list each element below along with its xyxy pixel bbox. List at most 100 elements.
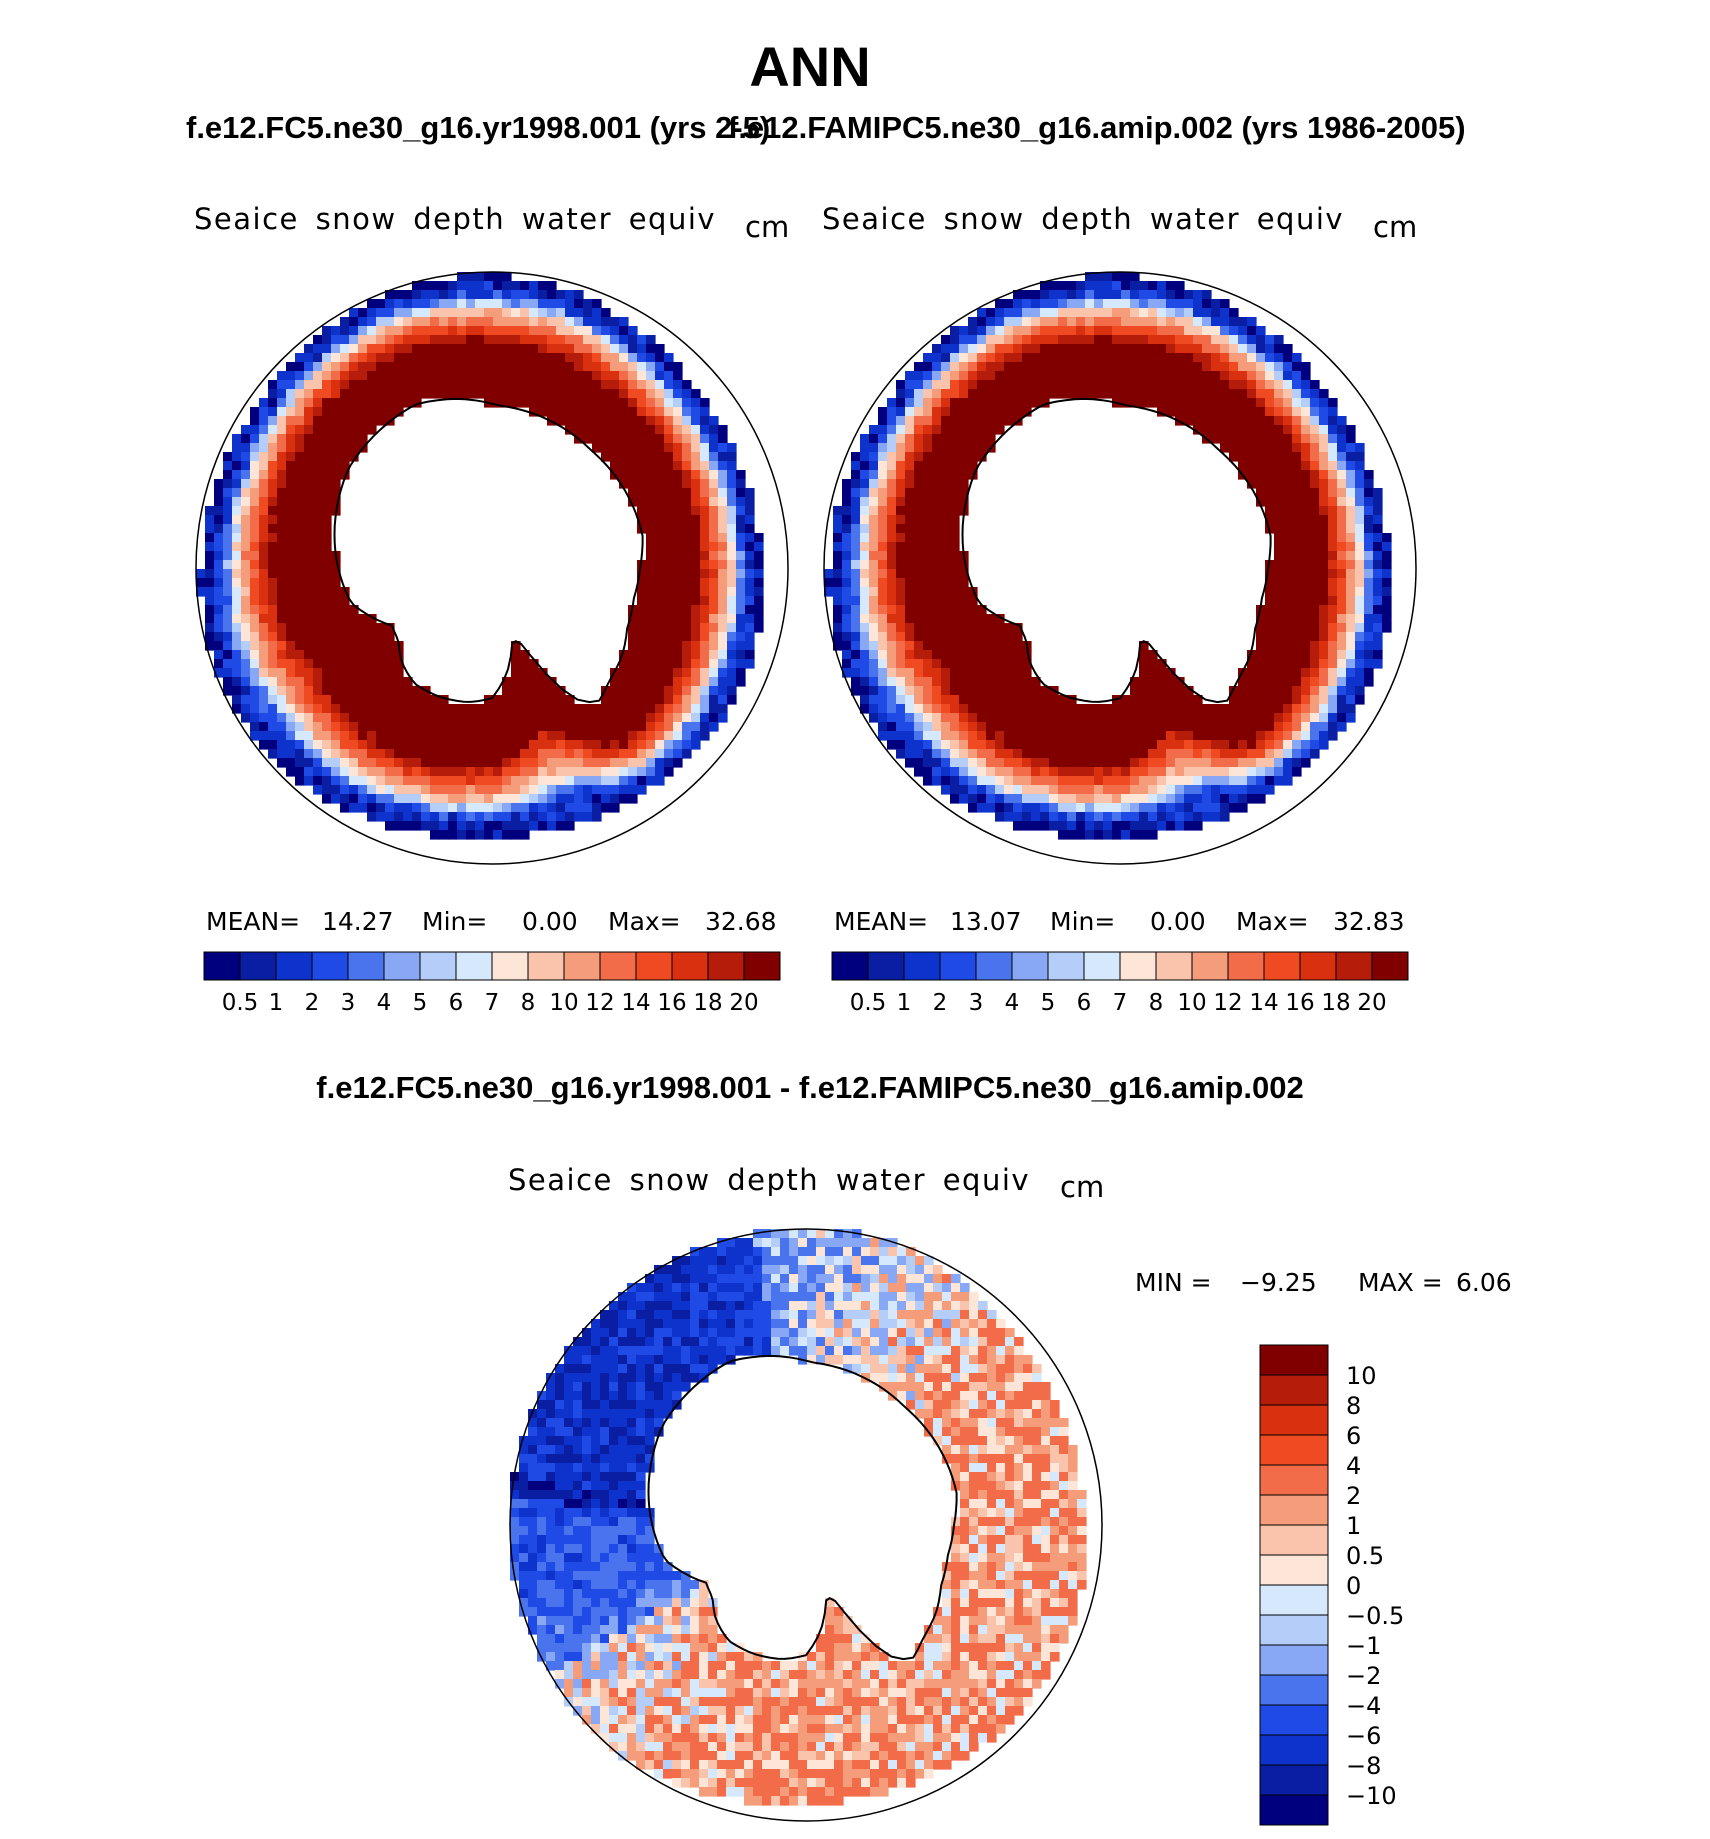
diff-colorbar-swatch <box>1259 1344 1329 1376</box>
right-colorbar-tick-label: 6 <box>1077 990 1092 1016</box>
right-colorbar-tick-label: 1 <box>897 990 912 1016</box>
left-colorbar-swatch <box>743 951 781 981</box>
diff-colorbar-tick-label: −0.5 <box>1346 1602 1404 1630</box>
diff-colorbar-tick-label: 2 <box>1346 1482 1361 1510</box>
left-colorbar-swatch <box>383 951 421 981</box>
diff-colorbar-swatch <box>1259 1674 1329 1706</box>
left-mean-label: MEAN= <box>206 907 301 936</box>
right-variable-title: Seaice snow depth water equiv <box>822 202 1345 236</box>
diff-colorbar-swatch <box>1259 1554 1329 1586</box>
left-max-value: 32.68 <box>705 907 777 936</box>
left-colorbar-swatch <box>599 951 637 981</box>
case-right-title: f.e12.FAMIPC5.ne30_g16.amip.002 (yrs 198… <box>728 110 1466 145</box>
right-colorbar-swatch <box>939 951 977 981</box>
diff-colorbar-tick-label: −10 <box>1346 1782 1397 1810</box>
diff-map <box>510 1229 1087 1806</box>
left-colorbar-tick-label: 16 <box>657 990 686 1016</box>
right-colorbar-tick-label: 10 <box>1177 990 1206 1016</box>
diff-min-value: −9.25 <box>1240 1268 1317 1297</box>
right-colorbar-swatch <box>903 951 941 981</box>
left-colorbar-tick-label: 7 <box>485 990 500 1016</box>
right-colorbar-swatch <box>867 951 905 981</box>
left-colorbar-swatch <box>455 951 493 981</box>
right-colorbar-swatch <box>975 951 1013 981</box>
right-min-label: Min= <box>1050 907 1116 936</box>
left-colorbar-tick-label: 2 <box>305 990 320 1016</box>
right-colorbar-tick-label: 20 <box>1357 990 1386 1016</box>
left-colorbar-swatch <box>275 951 313 981</box>
diff-colorbar-tick-label: −4 <box>1346 1692 1381 1720</box>
left-colorbar-swatch <box>527 951 565 981</box>
right-colorbar-tick-label: 2 <box>933 990 948 1016</box>
left-colorbar-swatch <box>563 951 601 981</box>
right-max-value: 32.83 <box>1333 907 1405 936</box>
right-coastline <box>961 397 1272 704</box>
diff-colorbar-swatch <box>1259 1464 1329 1496</box>
left-colorbar-tick-label: 10 <box>549 990 578 1016</box>
left-colorbar-tick-label: 1 <box>269 990 284 1016</box>
left-map-border <box>195 271 789 865</box>
diff-colorbar-swatch <box>1259 1704 1329 1736</box>
left-colorbar-tick-label: 6 <box>449 990 464 1016</box>
right-colorbar-swatch <box>1083 951 1121 981</box>
left-colorbar-tick-label: 5 <box>413 990 428 1016</box>
diff-colorbar-swatch <box>1259 1404 1329 1436</box>
left-colorbar-swatch <box>707 951 745 981</box>
left-colorbar-tick-label: 14 <box>621 990 650 1016</box>
diff-coastline <box>647 1354 958 1661</box>
diff-variable-title: Seaice snow depth water equiv <box>508 1163 1031 1197</box>
left-colorbar-swatch <box>311 951 349 981</box>
left-coastline <box>333 397 644 704</box>
left-colorbar-swatch <box>239 951 277 981</box>
diff-colorbar-tick-label: −1 <box>1346 1632 1381 1660</box>
diff-colorbar-swatch <box>1259 1614 1329 1646</box>
diff-colorbar-swatch <box>1259 1794 1329 1826</box>
diff-max-value: 6.06 <box>1456 1268 1512 1297</box>
right-map <box>824 272 1392 840</box>
diff-colorbar-swatch <box>1259 1734 1329 1766</box>
left-map <box>196 272 764 840</box>
right-colorbar-swatch <box>1263 951 1301 981</box>
left-mean-value: 14.27 <box>322 907 394 936</box>
diff-colorbar-tick-label: −6 <box>1346 1722 1381 1750</box>
left-max-label: Max= <box>608 907 681 936</box>
left-units: cm <box>745 210 790 244</box>
right-colorbar-swatch <box>1011 951 1049 981</box>
diff-colorbar-tick-label: −8 <box>1346 1752 1381 1780</box>
left-colorbar-swatch <box>203 951 241 981</box>
right-colorbar-tick-label: 12 <box>1213 990 1242 1016</box>
diff-map-border <box>509 1228 1103 1822</box>
left-colorbar-tick-label: 8 <box>521 990 536 1016</box>
diff-max-label: MAX = <box>1358 1268 1443 1297</box>
left-colorbar-tick-label: 4 <box>377 990 392 1016</box>
left-colorbar-tick-label: 0.5 <box>222 990 259 1016</box>
diff-colorbar-swatch <box>1259 1584 1329 1616</box>
right-colorbar-swatch <box>1047 951 1085 981</box>
left-colorbar-tick-label: 18 <box>693 990 722 1016</box>
case-left-title: f.e12.FC5.ne30_g16.yr1998.001 (yrs 2-5) <box>186 110 771 145</box>
diff-colorbar-tick-label: 6 <box>1346 1422 1361 1450</box>
diff-colorbar-tick-label: 0 <box>1346 1572 1361 1600</box>
right-colorbar-swatch <box>1335 951 1373 981</box>
diff-title: f.e12.FC5.ne30_g16.yr1998.001 - f.e12.FA… <box>316 1070 1304 1105</box>
diff-colorbar-tick-label: 4 <box>1346 1452 1361 1480</box>
right-colorbar-swatch <box>1191 951 1229 981</box>
left-min-label: Min= <box>422 907 488 936</box>
right-colorbar-tick-label: 18 <box>1321 990 1350 1016</box>
right-colorbar-tick-label: 0.5 <box>850 990 887 1016</box>
right-map-border <box>823 271 1417 865</box>
left-colorbar-tick-label: 20 <box>729 990 758 1016</box>
left-colorbar-tick-label: 12 <box>585 990 614 1016</box>
right-colorbar-tick-label: 5 <box>1041 990 1056 1016</box>
diff-colorbar-tick-label: 0.5 <box>1346 1542 1384 1570</box>
left-variable-title: Seaice snow depth water equiv <box>194 202 717 236</box>
right-colorbar-swatch <box>1119 951 1157 981</box>
right-colorbar-swatch <box>1371 951 1409 981</box>
diff-colorbar-swatch <box>1259 1494 1329 1526</box>
left-colorbar-swatch <box>347 951 385 981</box>
diff-colorbar-tick-label: −2 <box>1346 1662 1381 1690</box>
right-colorbar-tick-label: 14 <box>1249 990 1278 1016</box>
diff-colorbar-tick-label: 10 <box>1346 1362 1377 1390</box>
page-title: ANN <box>749 35 871 98</box>
right-mean-value: 13.07 <box>950 907 1022 936</box>
